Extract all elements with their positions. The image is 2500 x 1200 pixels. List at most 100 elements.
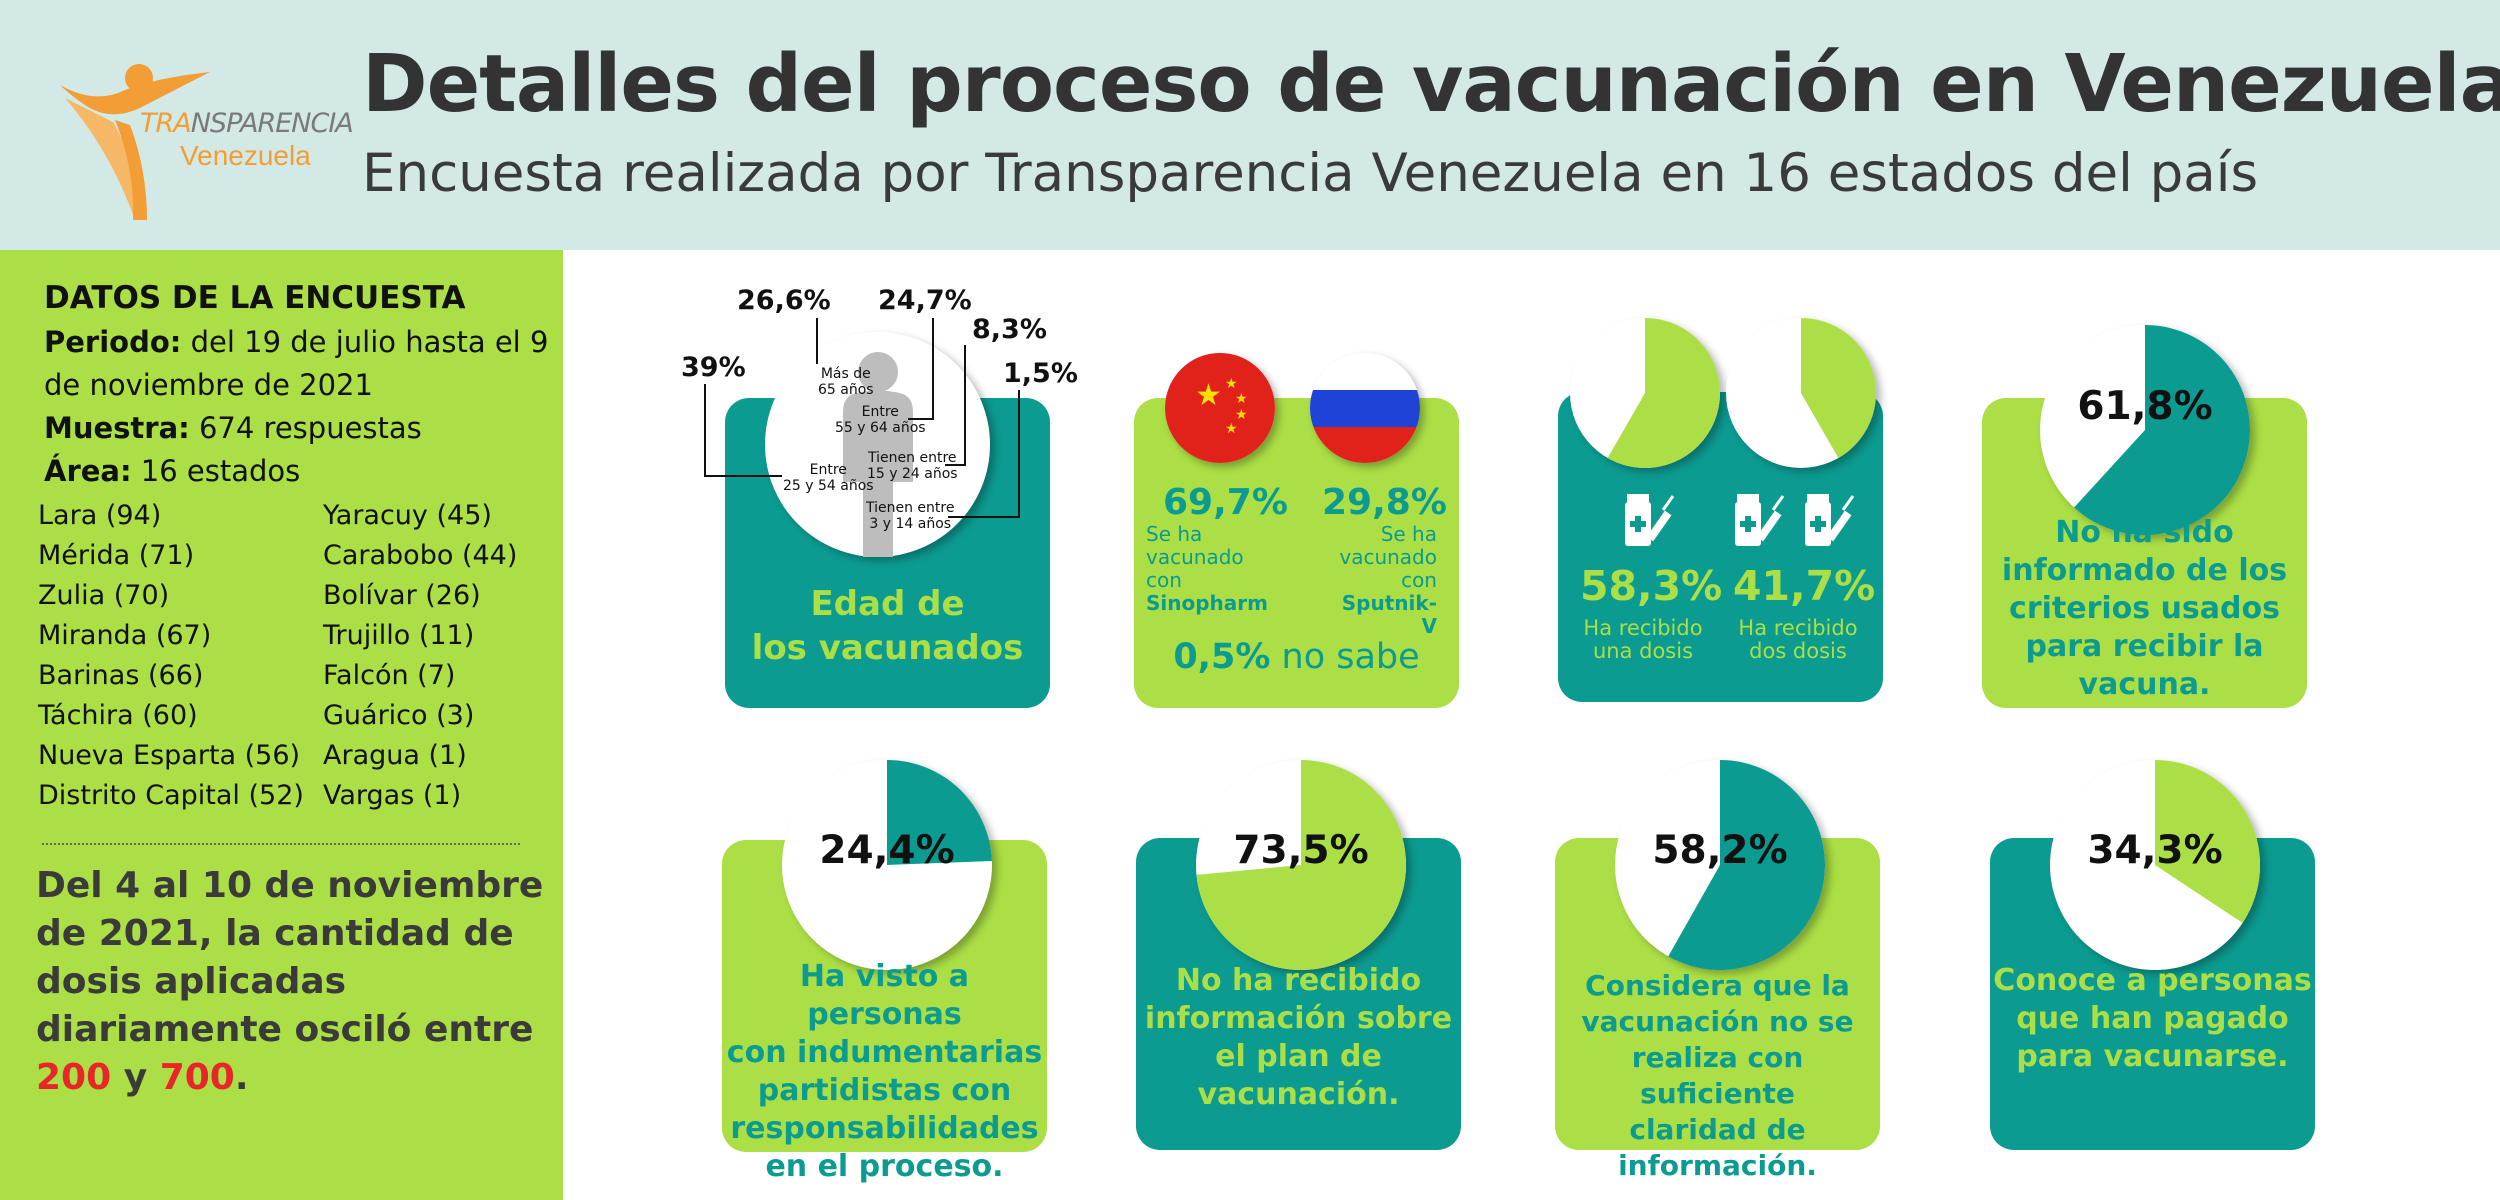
- svg-text:★: ★: [1235, 407, 1248, 423]
- state-item: Guárico (3): [323, 700, 475, 731]
- transparencia-logo: TRANSPARENCIA Venezuela: [55, 60, 354, 230]
- state-item: Yaracuy (45): [323, 500, 492, 531]
- leader-line: [948, 516, 1020, 518]
- vaccine-vial-icon: [1625, 494, 1675, 546]
- stat-caption-criteria: No ha sido informado de los criterios usad…: [2001, 515, 2288, 702]
- unknown-vaccine: 0,5% no sabe: [1173, 637, 1420, 677]
- state-item: Nueva Esparta (56): [38, 740, 301, 771]
- stat-caption-paid: Conoce a personas que han pagado para vacu…: [1993, 963, 2312, 1074]
- stat-caption-clarity: Considera que la vacunación no se realiza …: [1581, 969, 1854, 1182]
- stat-caption-partisan: Ha visto a personas con indumentarias part…: [726, 959, 1043, 1184]
- survey-data-panel: DATOS DE LA ENCUESTA Periodo: del 19 de …: [0, 250, 563, 1200]
- logo-line-1: TRANSPARENCIA: [140, 108, 354, 139]
- leader-line: [704, 384, 706, 477]
- stat-pct-criteria: 61,8%: [2077, 384, 2213, 429]
- stat-caption-plan: No ha recibido información sobre el plan d…: [1144, 963, 1453, 1112]
- stat-pct-partisan: 24,4%: [819, 828, 955, 873]
- state-item: Vargas (1): [323, 780, 462, 811]
- state-item: Bolívar (26): [323, 580, 481, 611]
- stat-pie-paid: [2050, 760, 2260, 970]
- logo-line-2: Venezuela: [180, 140, 311, 171]
- leader-line: [816, 318, 818, 364]
- age-circle: [765, 332, 990, 557]
- pie-slice: [1668, 760, 1825, 970]
- state-item: Distrito Capital (52): [38, 780, 304, 811]
- logo-figure-icon: [60, 64, 210, 220]
- pie-svg: [1668, 760, 1825, 970]
- leader-line: [908, 418, 934, 420]
- one-dose-pie: [1570, 318, 1720, 468]
- state-item: Aragua (1): [323, 740, 467, 771]
- page-title: Detalles del proceso de vacunación en Ve…: [362, 38, 2500, 130]
- pie-slice: [1607, 318, 1720, 468]
- header: TRANSPARENCIA Venezuela Detalles del pro…: [0, 0, 2500, 250]
- person-silhouette-icon: [843, 352, 913, 557]
- state-item: Mérida (71): [38, 540, 195, 571]
- state-item: Barinas (66): [38, 660, 204, 691]
- pie-slice: [887, 760, 992, 865]
- age-label-15-24: Tienen entre 15 y 24 años: [867, 450, 958, 482]
- age-pct-25-54: 39%: [681, 352, 746, 383]
- stat-pie-criteria: [2040, 325, 2250, 535]
- two-dose-pct: 41,7%: [1733, 562, 1876, 610]
- age-pct-15-24: 8,3%: [972, 314, 1047, 345]
- stat-pie-clarity: [1615, 760, 1825, 970]
- age-label-55-64: Entre 55 y 64 años: [835, 404, 926, 436]
- vaccine-vial-icon: [1735, 494, 1785, 546]
- pie-svg: [2155, 760, 2260, 923]
- age-pct-3-14: 1,5%: [1003, 358, 1078, 389]
- svg-text:★: ★: [1225, 376, 1238, 392]
- survey-heading: DATOS DE LA ENCUESTA: [44, 280, 466, 316]
- leader-line: [964, 345, 966, 465]
- sinopharm-pct: 69,7%: [1163, 482, 1288, 523]
- pie-svg: [2074, 325, 2250, 535]
- leader-line: [932, 318, 934, 420]
- sputnik-pct: 29,8%: [1322, 482, 1447, 523]
- state-item: Táchira (60): [38, 700, 198, 731]
- age-label-25-54: Entre 25 y 54 años: [783, 462, 874, 494]
- sinopharm-text: Se ha vacunado con Sinopharm: [1146, 522, 1268, 615]
- pie-slice: [2155, 760, 2260, 923]
- divider: [42, 843, 520, 845]
- stat-pie-partisan: [782, 760, 992, 970]
- survey-area: Área: 16 estados: [44, 454, 301, 488]
- leader-line: [704, 475, 782, 477]
- age-caption: Edad de los vacunados: [751, 584, 1024, 668]
- state-item: Falcón (7): [323, 660, 456, 691]
- two-dose-pie: [1726, 318, 1876, 468]
- survey-sample: Muestra: 674 respuestas: [44, 411, 422, 445]
- stat-pct-plan: 73,5%: [1233, 828, 1369, 873]
- state-item: Zulia (70): [38, 580, 170, 611]
- age-label-65plus: Más de 65 años: [818, 366, 874, 398]
- state-item: Carabobo (44): [323, 540, 518, 571]
- vaccine-vial-icon: [1805, 494, 1855, 546]
- svg-text:★: ★: [1195, 378, 1222, 413]
- leader-line: [945, 464, 966, 466]
- one-dose-text: Ha recibido una dosis: [1583, 616, 1703, 663]
- stat-pie-plan: [1196, 760, 1406, 970]
- china-flag-icon: ★ ★ ★ ★ ★: [1165, 353, 1275, 463]
- pie-slice: [1196, 760, 1406, 970]
- age-pct-55-64: 24,7%: [878, 285, 972, 316]
- page-subtitle: Encuesta realizada por Transparencia Ven…: [362, 143, 2259, 204]
- state-item: Miranda (67): [38, 620, 212, 651]
- pie-svg: [1607, 318, 1720, 468]
- state-item: Trujillo (11): [323, 620, 475, 651]
- two-dose-text: Ha recibido dos dosis: [1738, 616, 1858, 663]
- svg-text:★: ★: [1235, 391, 1248, 407]
- russia-flag-icon: [1310, 353, 1420, 463]
- daily-doses-note: Del 4 al 10 de noviembre de 2021, la can…: [36, 865, 544, 1098]
- pie-slice: [2074, 325, 2250, 535]
- age-pct-65plus: 26,6%: [737, 285, 831, 316]
- svg-text:★: ★: [1225, 421, 1238, 437]
- stat-pct-paid: 34,3%: [2087, 828, 2223, 873]
- sputnik-text: Se ha vacunado con Sputnik-V: [1339, 522, 1437, 638]
- leader-line: [1018, 390, 1020, 518]
- pie-svg: [887, 760, 992, 865]
- stat-pct-clarity: 58,2%: [1652, 828, 1788, 873]
- pie-slice: [1801, 318, 1876, 459]
- state-item: Lara (94): [38, 500, 162, 531]
- age-label-3-14: Tienen entre 3 y 14 años: [866, 500, 955, 532]
- pie-svg: [1196, 760, 1406, 970]
- one-dose-pct: 58,3%: [1580, 562, 1723, 610]
